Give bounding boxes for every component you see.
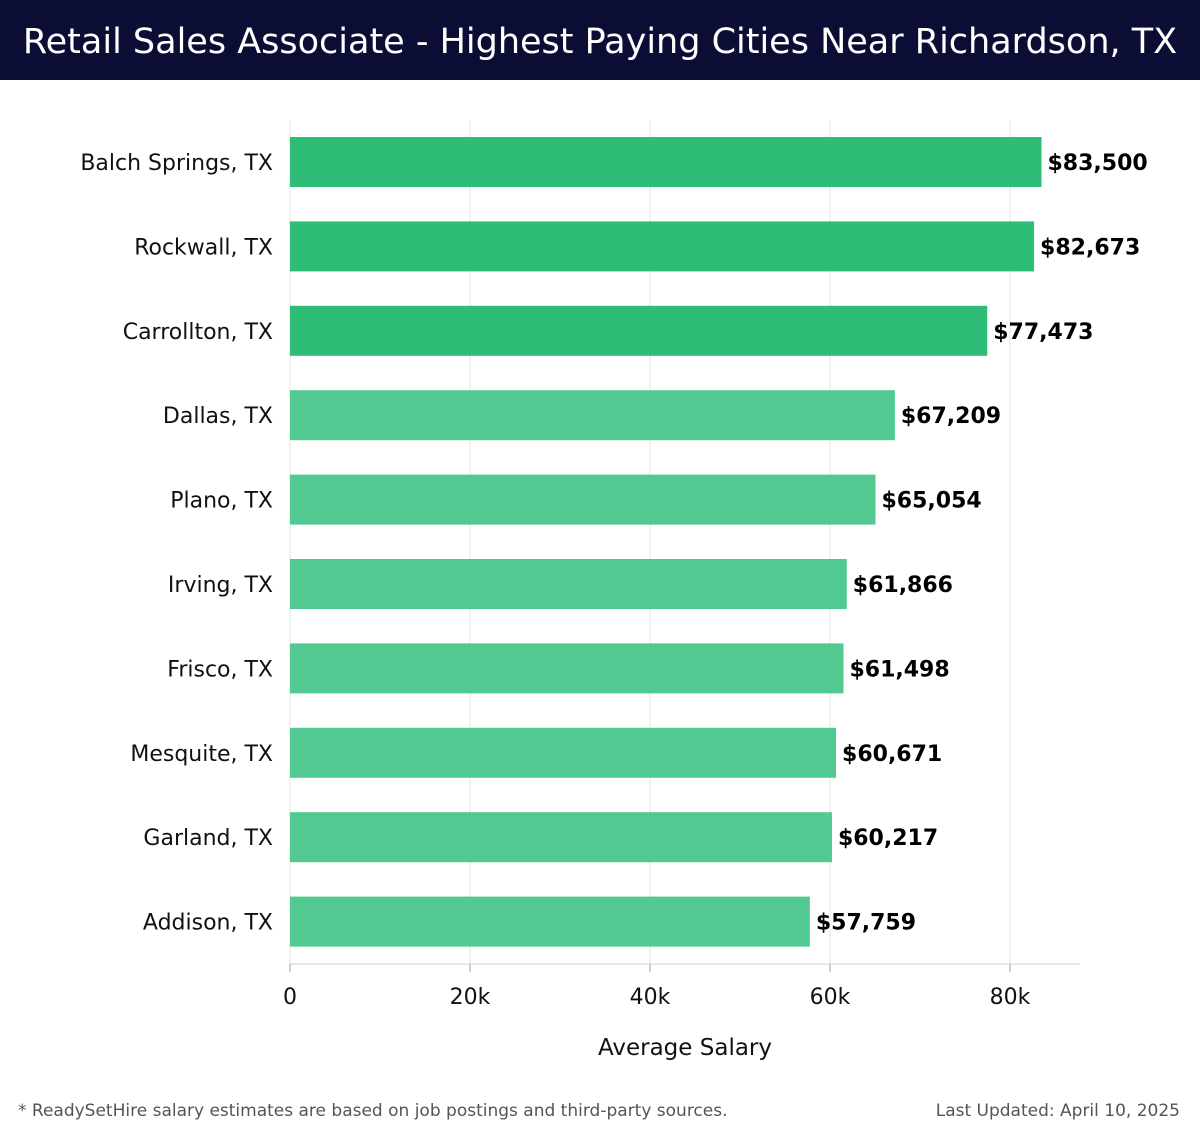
bar (290, 727, 837, 778)
x-tick-label: 0 (283, 985, 297, 1010)
category-label: Garland, TX (143, 826, 273, 851)
category-label: Carrollton, TX (123, 320, 273, 345)
data-label: $60,671 (842, 742, 942, 767)
category-label: Irving, TX (168, 573, 273, 598)
category-label: Balch Springs, TX (80, 151, 273, 176)
data-label: $82,673 (1040, 235, 1140, 260)
data-label: $60,217 (838, 826, 938, 851)
bar (290, 559, 847, 609)
bar (290, 221, 1035, 272)
data-label: $65,054 (881, 489, 981, 514)
data-label: $57,759 (816, 911, 916, 936)
bar (290, 643, 844, 694)
data-label: $61,866 (853, 573, 953, 598)
x-axis-title: Average Salary (598, 1035, 772, 1061)
category-label: Rockwall, TX (134, 235, 273, 260)
x-tick-label: 20k (450, 985, 491, 1010)
data-label: $83,500 (1048, 151, 1148, 176)
data-label: $77,473 (993, 320, 1093, 345)
footer-note: * ReadySetHire salary estimates are base… (18, 1101, 728, 1121)
category-label: Plano, TX (170, 489, 273, 514)
bar (290, 390, 895, 441)
category-label: Addison, TX (143, 911, 273, 936)
bar-chart: 0 20k 40k 60k 80k Balch Springs, TX $83,500 Roc… (80, 120, 1148, 1061)
data-label: $61,498 (849, 657, 949, 682)
bar (290, 812, 832, 863)
x-tick-label: 80k (990, 985, 1031, 1010)
x-tick-label: 60k (810, 985, 851, 1010)
bar (290, 896, 810, 947)
x-tick-label: 40k (630, 985, 671, 1010)
data-label: $67,209 (901, 404, 1001, 429)
category-label: Mesquite, TX (130, 742, 273, 767)
page-title: Retail Sales Associate - Highest Paying … (22, 22, 1178, 62)
bar (290, 474, 876, 525)
header-bar: Retail Sales Associate - Highest Paying … (0, 0, 1200, 80)
last-updated: Last Updated: April 10, 2025 (935, 1101, 1180, 1121)
category-label: Dallas, TX (163, 404, 273, 429)
bar (290, 305, 988, 356)
category-label: Frisco, TX (167, 657, 273, 682)
bar (290, 137, 1042, 187)
